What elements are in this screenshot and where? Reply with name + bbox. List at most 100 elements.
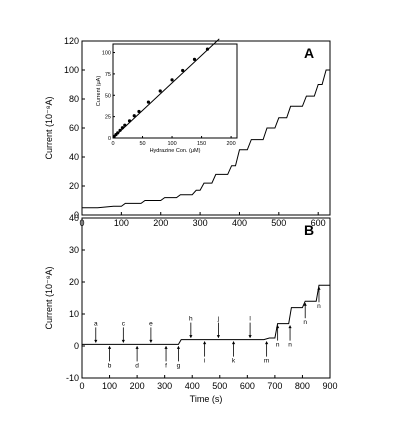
annotation-label: c — [122, 320, 126, 327]
panel-a-ytick-label: 0 — [74, 210, 79, 220]
panel-b-xtick-label: 100 — [102, 381, 117, 391]
inset-fit-line — [112, 38, 220, 139]
annotation-label: j — [217, 316, 219, 323]
annotation-arrowhead — [231, 341, 236, 345]
panel-a-xtick-label: 400 — [232, 218, 247, 228]
panel-a: 0 100 200 300 400 500 600020406080100120Curren… — [44, 36, 331, 228]
annotation-arrowhead — [288, 325, 292, 329]
annotation-label: g — [177, 362, 181, 369]
panel-a-ytick-label: 120 — [64, 36, 79, 46]
annotation-label: f — [165, 362, 167, 369]
inset-xlabel: Hydrazine Con. (μM) — [150, 148, 201, 154]
panel-a-ytick-label: 80 — [69, 94, 79, 104]
annotation-label: a — [94, 320, 98, 327]
panel-b-frame — [81, 217, 331, 379]
annotation-arrowhead — [248, 335, 252, 339]
annotation-arrowhead — [135, 345, 139, 349]
panel-b-ytick-label: -10 — [66, 373, 79, 383]
annotation-label: n — [276, 342, 280, 349]
annotation-arrowhead — [164, 345, 168, 349]
panel-a-ytick-label: 20 — [69, 181, 79, 191]
panel-b-trace — [82, 284, 330, 345]
inset-ytick-label: 0 — [108, 136, 111, 142]
annotation-arrowhead — [121, 339, 125, 343]
panel-b-xtick-label: 400 — [185, 381, 200, 391]
inset-data-point — [146, 100, 151, 104]
inset-frame — [112, 43, 238, 139]
panel-a-xtick-label: 200 — [153, 218, 168, 228]
annotation-label: n — [317, 303, 321, 310]
inset-xtick-label: 150 — [197, 141, 206, 147]
annotation-arrowhead — [107, 345, 112, 349]
panel-a-ytick-label: 60 — [69, 123, 79, 133]
annotation-label: k — [232, 358, 236, 365]
panel-b-ytick-label: 10 — [69, 309, 79, 319]
annotation-arrowhead — [94, 339, 98, 343]
inset-ytick-label: 25 — [105, 115, 111, 121]
inset-ytick-label: 100 — [102, 51, 111, 57]
panel-a-ytick-label: 40 — [69, 152, 79, 162]
inset-data-point — [127, 119, 132, 123]
inset-xtick-label: 50 — [139, 141, 145, 147]
inset-ytick-label: 75 — [105, 72, 111, 78]
annotation-arrowhead — [149, 339, 153, 343]
annotation-label: i — [204, 358, 205, 365]
panel-a-xtick-label: 300 — [193, 218, 208, 228]
annotation-label: l — [249, 316, 251, 323]
inset-xtick-label: 0 — [111, 141, 114, 147]
annotation-arrowhead — [265, 341, 269, 345]
panel-a-xtick-label: 500 — [271, 218, 286, 228]
panel-a-frame — [81, 40, 331, 216]
panel-a-panel-label: A — [304, 45, 314, 61]
inset-data-point — [120, 126, 125, 130]
panel-a-trace — [82, 69, 330, 209]
panel-b-xtick-label: 500 — [212, 381, 227, 391]
inset-data-point — [170, 78, 174, 82]
annotation-label: n — [303, 319, 307, 326]
panel-b-xtick-label: 0 — [79, 381, 84, 391]
annotation-arrowhead — [303, 302, 307, 306]
panel-b-xtick-label: 300 — [157, 381, 172, 391]
annotation-label: d — [135, 362, 139, 369]
annotation-arrowhead — [276, 325, 280, 329]
annotation-arrowhead — [176, 345, 181, 349]
annotation-label: n — [288, 342, 292, 349]
panel-b-xtick-label: 900 — [322, 381, 337, 391]
panel-b-xtick-label: 600 — [240, 381, 255, 391]
panel-b-ylabel: Current (10⁻⁸A) — [44, 266, 54, 329]
panel-a-ytick-label: 100 — [64, 65, 79, 75]
inset-data-point — [158, 89, 162, 93]
panel-b-ytick-label: 20 — [69, 277, 79, 287]
inset-xtick-label: 100 — [167, 141, 176, 147]
panel-a-xtick-label: 600 — [311, 218, 326, 228]
annotation-arrowhead — [317, 286, 321, 290]
inset-data-point — [192, 57, 197, 61]
annotation-label: e — [149, 320, 153, 327]
inset-data-point — [116, 131, 120, 135]
panel-b-ytick-label: 30 — [69, 245, 79, 255]
inset-data-point — [137, 109, 141, 114]
inset-xtick-label: 200 — [227, 141, 236, 147]
inset-data-point — [181, 68, 185, 73]
inset-ylabel: Current (μA) — [96, 76, 102, 107]
panel-b-ytick-label: 40 — [69, 213, 79, 223]
panel-b-xlabel: Time (s) — [190, 394, 223, 404]
panel-a-xtick-label: 100 — [114, 218, 129, 228]
annotation-label: b — [108, 362, 112, 369]
annotation-arrowhead — [216, 335, 220, 339]
inset-data-point — [118, 128, 122, 132]
panel-a-ylabel: Current (10⁻⁸A) — [44, 96, 54, 159]
inset-data-point — [123, 123, 127, 127]
panel-b-panel-label: B — [304, 222, 314, 238]
annotation-arrowhead — [189, 335, 193, 339]
inset-ytick-label: 50 — [105, 93, 111, 99]
panel-b-xtick-label: 200 — [130, 381, 145, 391]
panel-b-xtick-label: 800 — [295, 381, 310, 391]
inset-data-point — [205, 47, 210, 51]
inset-data-point — [132, 114, 136, 118]
panel-b-ytick-label: 0 — [74, 341, 79, 351]
panel-b: 0 100 200 300 400 500 600 700 800 900-10010203040… — [44, 213, 338, 404]
annotation-label: h — [189, 316, 193, 323]
